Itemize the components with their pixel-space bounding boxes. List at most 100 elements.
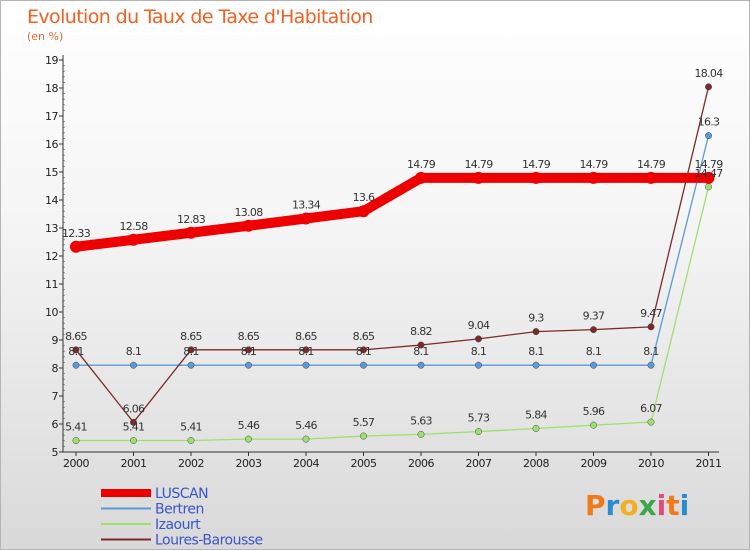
x-tick-label: 2005	[351, 457, 377, 470]
y-tick-label: 9	[52, 334, 59, 347]
x-tick-label: 2000	[63, 457, 89, 470]
data-label: 8.1	[528, 345, 543, 358]
data-point	[130, 418, 137, 426]
data-label: 8.65	[65, 330, 87, 343]
data-point	[645, 171, 657, 184]
y-tick-label: 14	[45, 194, 58, 207]
y-tick-label: 17	[45, 110, 58, 123]
data-label: 13.34	[292, 198, 321, 211]
y-tick-label: 11	[45, 278, 58, 291]
data-point	[475, 428, 482, 436]
data-point	[300, 212, 312, 225]
data-label: 13.08	[235, 206, 264, 219]
data-label: 8.1	[183, 345, 198, 358]
data-label: 8.1	[241, 345, 256, 358]
data-label: 9.37	[583, 310, 605, 323]
x-tick-label: 2006	[408, 457, 434, 470]
data-point	[302, 346, 310, 354]
data-point	[417, 341, 425, 349]
data-point	[187, 361, 195, 369]
y-tick-label: 16	[45, 138, 58, 151]
data-label: 8.1	[586, 345, 601, 358]
legend-entry: Loures-Barousse	[101, 533, 263, 549]
y-tick-label: 6	[52, 418, 59, 431]
data-labels-layer: 5.41 5.41 5.41 5.46 5.46 5.57 5.63 5.73 5.84 5.96…	[62, 67, 724, 434]
x-tick-label: 2010	[638, 457, 664, 470]
logo-letter: x	[638, 489, 657, 522]
data-point	[530, 171, 542, 184]
data-point	[242, 219, 255, 232]
data-label: 6.06	[123, 402, 145, 415]
y-tick-label: 15	[45, 166, 58, 179]
data-point	[302, 361, 310, 369]
data-point	[360, 361, 367, 369]
series-line	[76, 186, 710, 442]
data-label: 5.96	[583, 405, 605, 418]
data-label: 13.6	[353, 191, 375, 204]
data-label: 16.3	[698, 116, 720, 129]
data-label: 14.79	[407, 158, 436, 171]
data-label: 14.79	[637, 158, 666, 171]
data-point	[475, 335, 482, 343]
data-label: 14.47	[695, 167, 724, 180]
x-tick-label: 2002	[178, 457, 204, 470]
logo-letter: t	[666, 489, 680, 522]
data-label: 5.41	[123, 421, 145, 434]
data-label: 8.65	[180, 330, 202, 343]
legend-label: Loures-Barousse	[155, 533, 263, 549]
data-point	[590, 421, 597, 429]
data-point	[357, 205, 370, 218]
data-point	[705, 132, 712, 140]
y-tick-label: 19	[45, 54, 58, 67]
data-point	[130, 361, 137, 369]
logo-letter: o	[619, 489, 639, 522]
series-bertren	[72, 132, 712, 369]
data-point	[245, 435, 252, 443]
y-tick-label: 10	[45, 306, 58, 319]
data-label: 9.47	[640, 307, 662, 320]
data-point	[72, 437, 80, 444]
data-label: 12.58	[120, 220, 149, 233]
data-point	[187, 346, 195, 354]
logo-letter: P	[585, 489, 606, 522]
data-label: 8.1	[643, 345, 658, 358]
data-label: 8.65	[238, 330, 260, 343]
logo-letter: i	[656, 489, 667, 522]
data-label: 5.41	[65, 421, 87, 434]
legend-label: Bertren	[155, 502, 204, 518]
data-label: 18.04	[695, 67, 724, 80]
data-point	[475, 361, 482, 369]
series-loures-barousse	[72, 83, 712, 426]
data-point	[647, 361, 655, 369]
data-label: 6.07	[640, 402, 662, 415]
x-tick-label: 2007	[466, 457, 492, 470]
legend-label: Izaourt	[155, 517, 201, 533]
data-point	[417, 430, 425, 438]
x-tick-label: 2001	[121, 457, 147, 470]
data-label: 8.1	[356, 345, 371, 358]
data-label: 8.1	[126, 345, 141, 358]
data-label: 14.79	[580, 158, 609, 171]
legend-entry: Bertren	[101, 502, 204, 518]
legend-entry: Izaourt	[101, 517, 202, 533]
data-label: 8.1	[298, 345, 313, 358]
legend-entry: LUSCAN	[101, 486, 209, 502]
data-point	[702, 171, 715, 184]
data-point	[472, 171, 485, 184]
series-izaourt	[72, 183, 712, 444]
data-point	[647, 323, 655, 331]
data-point	[72, 361, 80, 369]
data-label: 14.79	[695, 158, 724, 171]
data-label: 5.63	[410, 414, 432, 427]
chart-subtitle: (en %)	[27, 30, 64, 43]
data-label: 14.79	[465, 158, 494, 171]
x-tick-label: 2004	[293, 457, 319, 470]
chart-title: Evolution du Taux de Taxe d'Habitation	[27, 6, 373, 28]
data-point	[302, 435, 310, 443]
data-point	[415, 171, 427, 184]
data-label: 5.41	[180, 421, 202, 434]
data-label: 8.1	[413, 345, 428, 358]
series-luscan	[70, 171, 715, 253]
x-tick-label: 2009	[581, 457, 607, 470]
